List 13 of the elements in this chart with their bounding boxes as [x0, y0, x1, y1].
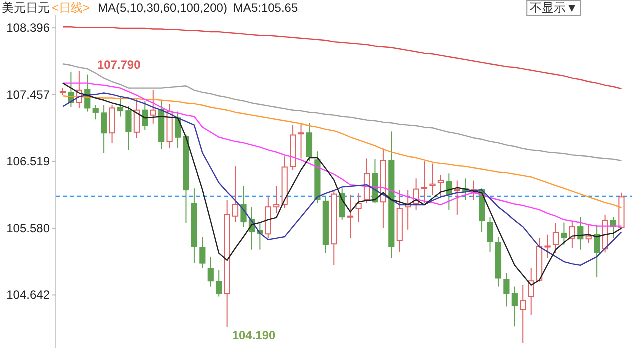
annotation: 107.790	[97, 58, 141, 72]
ytick-label: 107.457	[6, 88, 50, 102]
subtitle: <日线>	[52, 1, 90, 15]
annotation: MA5:105.65	[233, 1, 298, 15]
annotation: 不显示▼	[526, 0, 582, 16]
legend-title: MA(5,10,30,60,100,200)	[98, 1, 228, 15]
ytick-label: 104.642	[6, 288, 50, 302]
ytick-label: 106.519	[6, 154, 50, 169]
annotation: 不显示▼	[530, 1, 578, 15]
title: 美元日元	[2, 1, 50, 15]
ytick-label: 108.396	[6, 21, 50, 36]
annotation: 104.190	[232, 328, 276, 342]
ytick-label: 105.580	[6, 221, 50, 236]
